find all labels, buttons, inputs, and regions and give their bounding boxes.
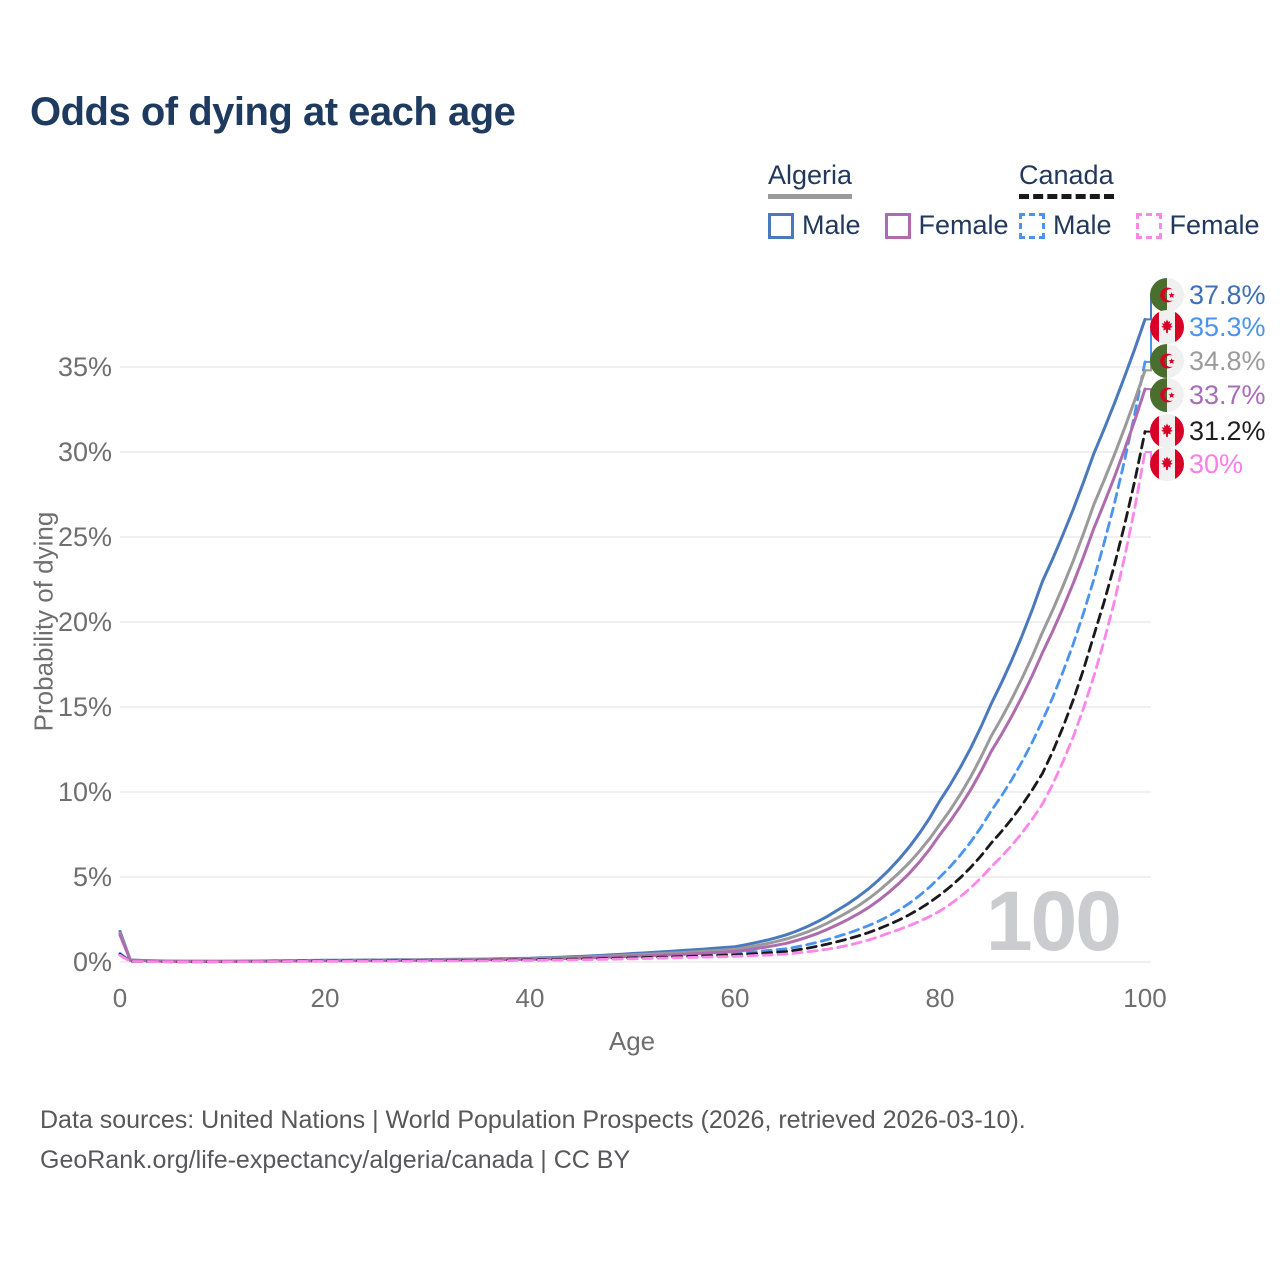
end-label-algeria-male: 37.8% bbox=[1150, 277, 1266, 313]
legend-swatch-icon bbox=[884, 212, 911, 239]
canada-flag-icon bbox=[1150, 414, 1184, 448]
footer-attribution: GeoRank.org/life-expectancy/algeria/cana… bbox=[40, 1146, 631, 1174]
legend-group-algeria: Algeria Male Female bbox=[768, 160, 1009, 241]
algeria-flag-icon bbox=[1150, 378, 1184, 412]
x-axis-title: Age bbox=[608, 1026, 656, 1056]
end-label-value: 37.8% bbox=[1189, 279, 1266, 310]
x-tick-20: 20 bbox=[310, 983, 340, 1013]
y-tick-20%: 20% bbox=[57, 607, 112, 637]
legend-item-label: Female bbox=[918, 210, 1009, 240]
y-tick-15%: 15% bbox=[57, 692, 112, 722]
y-tick-5%: 5% bbox=[72, 862, 112, 892]
legend-item-label: Female bbox=[1169, 210, 1260, 240]
algeria-flag-icon bbox=[1150, 278, 1184, 312]
series-canada-male bbox=[118, 360, 1147, 964]
end-label-algeria-both: 34.8% bbox=[1150, 343, 1266, 379]
x-tick-40: 40 bbox=[515, 983, 545, 1013]
end-label-canada-female: 30% bbox=[1150, 446, 1243, 482]
canada-flag-icon bbox=[1150, 447, 1184, 481]
legend-group-canada: Canada Male Female bbox=[1019, 160, 1260, 241]
legend-item-canada-female[interactable]: Female bbox=[1135, 210, 1260, 241]
legend-title-canada: Canada bbox=[1019, 160, 1114, 199]
legend-swatch-icon bbox=[768, 212, 794, 239]
end-label-canada-male: 35.3% bbox=[1150, 309, 1266, 345]
age-watermark: 100 bbox=[986, 874, 1120, 968]
legend-items-algeria: Male Female bbox=[768, 210, 1009, 241]
legend-item-label: Male bbox=[1053, 210, 1112, 240]
series-canada-female bbox=[118, 450, 1147, 964]
end-label-value: 33.7% bbox=[1189, 379, 1266, 410]
end-label-canada-both: 31.2% bbox=[1150, 413, 1266, 449]
legend-item-canada-male[interactable]: Male bbox=[1019, 210, 1112, 241]
legend-item-algeria-male[interactable]: Male bbox=[768, 210, 861, 241]
legend-item-label: Male bbox=[802, 210, 861, 240]
gridlines bbox=[120, 366, 1151, 963]
end-label-value: 31.2% bbox=[1189, 415, 1266, 446]
end-label-value: 30% bbox=[1189, 448, 1244, 479]
x-tick-80: 80 bbox=[925, 983, 955, 1013]
end-label-algeria-female: 33.7% bbox=[1150, 377, 1266, 413]
algeria-flag-icon bbox=[1150, 344, 1184, 378]
end-label-value: 35.3% bbox=[1189, 311, 1266, 342]
legend-swatch-icon bbox=[1019, 212, 1045, 239]
series-algeria-both bbox=[118, 368, 1147, 963]
series-algeria-male bbox=[118, 317, 1147, 963]
footer-data-sources: Data sources: United Nations | World Pop… bbox=[40, 1106, 1026, 1134]
series-curves bbox=[118, 317, 1147, 964]
y-tick-30%: 30% bbox=[57, 437, 112, 467]
series-algeria-female bbox=[118, 387, 1147, 963]
x-tick-100: 100 bbox=[1123, 983, 1167, 1013]
legend-item-algeria-female[interactable]: Female bbox=[884, 210, 1009, 241]
x-tick-0: 0 bbox=[112, 983, 128, 1013]
page-title: Odds of dying at each age bbox=[30, 90, 516, 134]
y-tick-10%: 10% bbox=[57, 777, 112, 807]
x-tick-60: 60 bbox=[720, 983, 750, 1013]
end-label-value: 34.8% bbox=[1189, 345, 1266, 376]
series-canada-both bbox=[118, 430, 1147, 964]
y-tick-0%: 0% bbox=[72, 947, 112, 977]
y-tick-25%: 25% bbox=[57, 522, 112, 552]
canada-flag-icon bbox=[1150, 310, 1184, 344]
legend-title-algeria: Algeria bbox=[768, 160, 853, 199]
y-tick-35%: 35% bbox=[57, 352, 112, 382]
legend-swatch-icon bbox=[1135, 212, 1162, 239]
legend-items-canada: Male Female bbox=[1019, 210, 1260, 241]
